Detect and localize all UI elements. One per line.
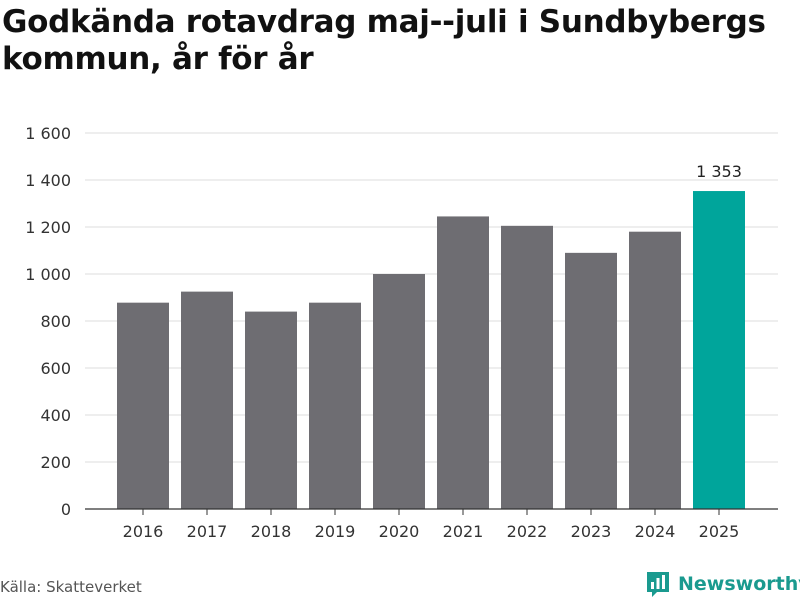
brand-name: Newsworthy bbox=[678, 573, 800, 595]
x-tick-label: 2019 bbox=[315, 522, 356, 541]
bar bbox=[181, 291, 233, 509]
y-tick-label: 1 200 bbox=[25, 218, 71, 237]
y-tick-label: 1 000 bbox=[25, 265, 71, 284]
chart-title: Godkända rotavdrag maj--juli i Sundbyber… bbox=[2, 4, 766, 77]
bar bbox=[117, 302, 169, 509]
x-tick-label: 2017 bbox=[187, 522, 228, 541]
y-tick-label: 600 bbox=[40, 359, 71, 378]
bar bbox=[629, 231, 681, 509]
bar bbox=[437, 216, 489, 510]
bar bbox=[501, 225, 553, 509]
source-note: Källa: Skatteverket bbox=[0, 578, 142, 596]
bar bbox=[309, 302, 361, 509]
bar bbox=[565, 252, 617, 509]
x-tick-label: 2016 bbox=[123, 522, 164, 541]
x-tick-label: 2023 bbox=[571, 522, 612, 541]
x-tick-label: 2024 bbox=[635, 522, 676, 541]
y-tick-label: 800 bbox=[40, 312, 71, 331]
y-tick-label: 0 bbox=[61, 500, 71, 519]
newsworthy-brand[interactable]: Newsworthy bbox=[645, 569, 800, 599]
y-tick-label: 1 400 bbox=[25, 171, 71, 190]
x-tick-label: 2025 bbox=[699, 522, 740, 541]
x-tick-label: 2020 bbox=[379, 522, 420, 541]
x-tick-label: 2022 bbox=[507, 522, 548, 541]
data-label: 1 353 bbox=[696, 162, 742, 181]
bar bbox=[373, 274, 425, 509]
newsworthy-logo-icon bbox=[647, 572, 669, 597]
y-tick-label: 400 bbox=[40, 406, 71, 425]
bar bbox=[693, 191, 745, 510]
x-tick-label: 2021 bbox=[443, 522, 484, 541]
x-tick-label: 2018 bbox=[251, 522, 292, 541]
bar bbox=[245, 311, 297, 509]
y-tick-label: 1 600 bbox=[25, 124, 71, 143]
y-tick-label: 200 bbox=[40, 453, 71, 472]
